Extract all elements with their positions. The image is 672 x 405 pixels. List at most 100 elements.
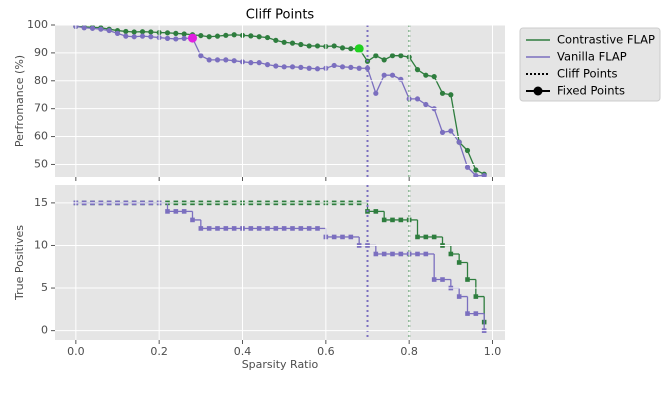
point <box>306 43 312 49</box>
point <box>214 57 221 63</box>
point <box>181 31 187 37</box>
point <box>456 139 462 145</box>
y-tick-label: 50 <box>34 157 48 170</box>
point <box>431 234 437 240</box>
y-tick-label: 10 <box>34 238 48 251</box>
point <box>473 173 479 177</box>
y-tick-label: 0 <box>41 324 48 337</box>
point <box>465 277 470 282</box>
point <box>148 34 154 40</box>
y-axis-label: Perfromance (%) <box>13 55 26 147</box>
point <box>381 251 387 257</box>
point <box>448 92 454 98</box>
chart-title: Cliff Points <box>246 8 315 23</box>
point <box>89 25 96 31</box>
point <box>464 164 471 170</box>
point <box>390 217 395 223</box>
point <box>298 41 304 48</box>
point <box>398 53 404 59</box>
point <box>456 260 462 265</box>
point <box>248 226 254 231</box>
point <box>439 129 446 135</box>
point <box>265 226 270 231</box>
legend-label: Contrastive FLAP <box>557 33 655 47</box>
point <box>473 311 479 316</box>
point <box>273 226 279 231</box>
point <box>448 251 454 257</box>
point <box>173 30 179 36</box>
point <box>206 34 212 40</box>
point <box>298 64 304 70</box>
legend-box <box>519 27 661 102</box>
point <box>298 226 304 231</box>
point <box>131 34 137 40</box>
legend-label: Cliff Points <box>557 67 618 81</box>
point <box>415 251 420 257</box>
point <box>223 32 229 38</box>
point <box>440 277 445 282</box>
point <box>231 226 237 231</box>
point <box>123 28 129 35</box>
point <box>348 64 354 70</box>
point <box>456 294 462 299</box>
point <box>215 226 220 231</box>
point <box>331 234 337 240</box>
point <box>331 43 337 49</box>
point <box>373 209 379 214</box>
point <box>164 30 171 36</box>
point <box>181 209 187 214</box>
point <box>273 63 279 69</box>
point <box>206 57 212 63</box>
point <box>256 60 262 66</box>
x-tick-label: 1.0 <box>484 345 502 358</box>
y-tick-label: 70 <box>34 102 48 115</box>
x-tick-label: 0.4 <box>234 345 252 358</box>
point <box>281 226 287 231</box>
point <box>248 33 254 39</box>
point <box>415 234 420 240</box>
legend-marker <box>533 86 543 96</box>
point <box>339 45 346 51</box>
point <box>448 128 454 134</box>
y-tick-label: 5 <box>41 281 48 294</box>
point <box>414 67 421 73</box>
point <box>106 27 112 34</box>
point <box>290 226 295 231</box>
point <box>248 60 254 66</box>
point <box>231 58 237 64</box>
point <box>398 217 404 223</box>
point <box>473 167 479 173</box>
point <box>173 209 179 214</box>
point <box>481 173 487 177</box>
point <box>131 29 137 35</box>
point <box>431 73 437 80</box>
point <box>256 34 262 40</box>
legend-label: Vanilla FLAP <box>557 50 627 64</box>
point <box>431 277 437 282</box>
point <box>223 57 229 63</box>
point <box>264 34 271 41</box>
point <box>164 35 171 41</box>
y-tick-label: 100 <box>27 18 48 31</box>
point <box>223 226 229 231</box>
point <box>339 64 346 70</box>
x-tick-label: 0.6 <box>317 345 335 358</box>
point <box>348 46 354 52</box>
point <box>231 32 237 38</box>
point <box>306 65 312 71</box>
point <box>373 53 379 59</box>
point <box>423 101 429 108</box>
point <box>473 294 479 299</box>
legend-label: Fixed Points <box>557 84 625 98</box>
point <box>289 64 296 70</box>
x-axis-label: Sparsity Ratio <box>242 358 319 371</box>
point <box>281 39 287 45</box>
point <box>414 96 421 102</box>
x-tick-label: 0.2 <box>150 345 168 358</box>
point <box>148 29 154 35</box>
point <box>98 26 104 32</box>
y-axis-label: True Positives <box>13 225 26 301</box>
legend: Contrastive FLAP Vanilla FLAP Cliff Points… <box>519 27 661 102</box>
point <box>389 72 396 78</box>
point <box>381 217 387 223</box>
